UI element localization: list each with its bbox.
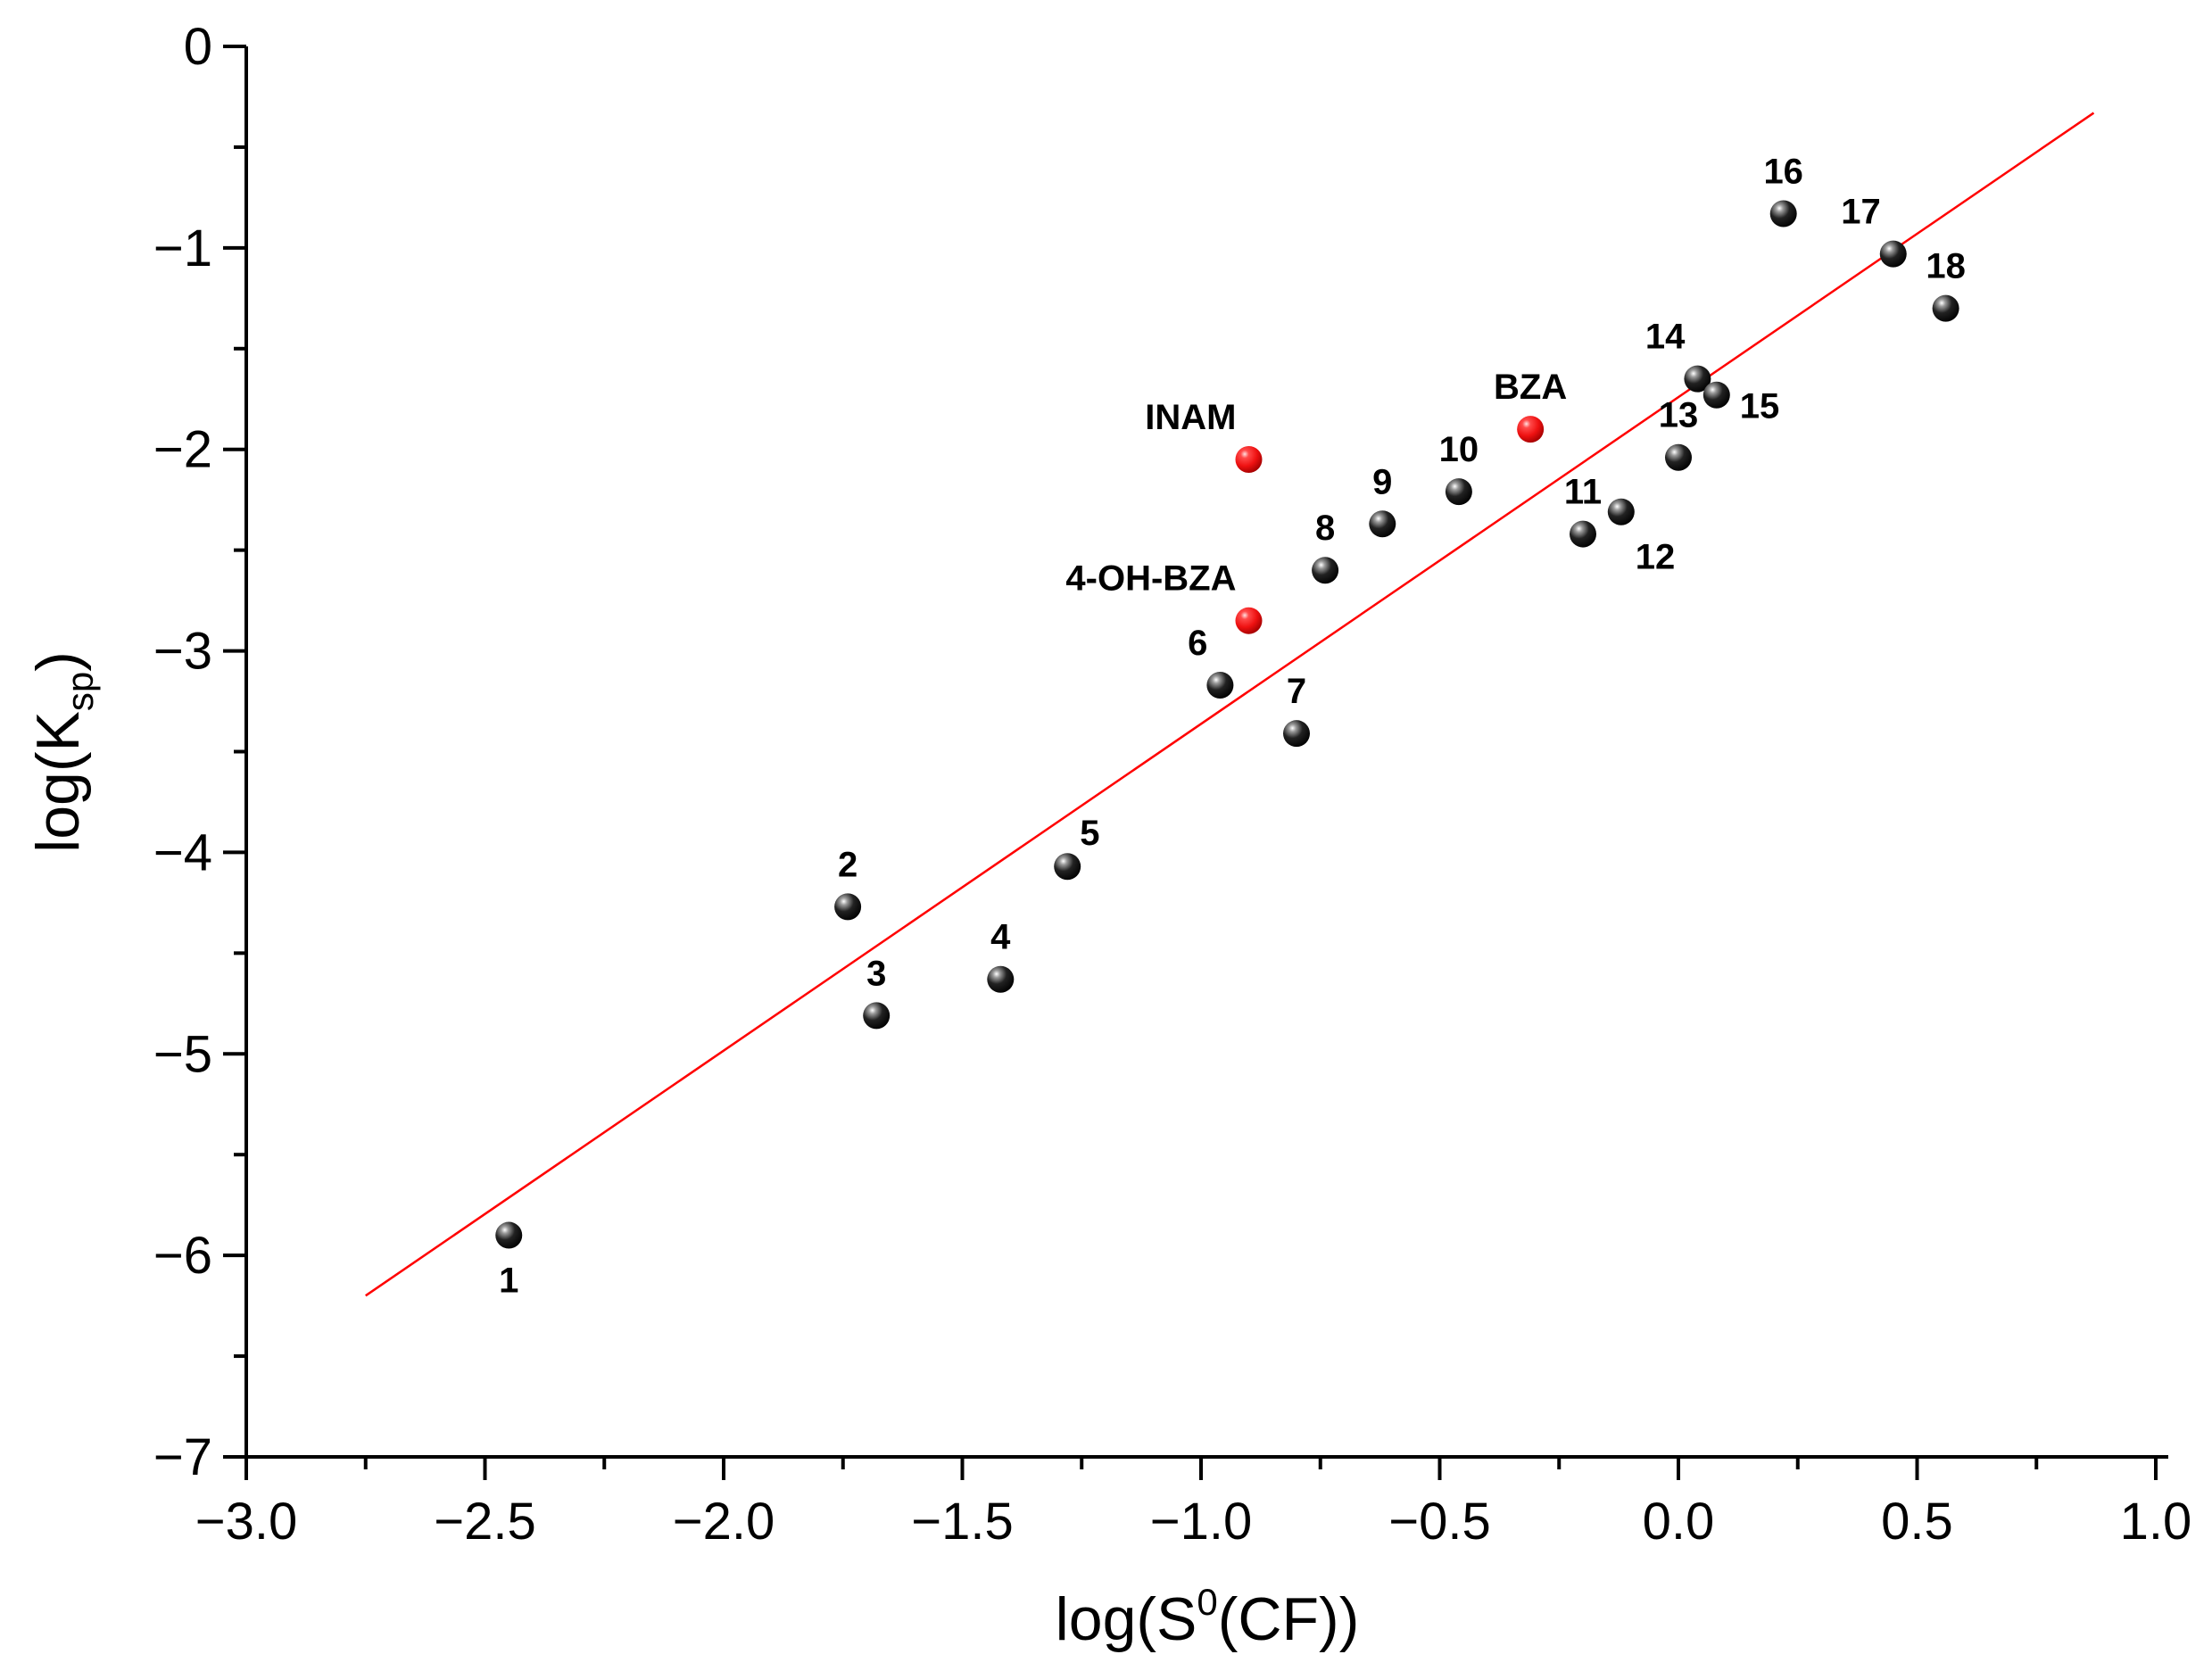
x-title-base: log(S <box>1056 1585 1197 1653</box>
data-point-12 <box>1607 498 1635 525</box>
data-point-18 <box>1932 294 1959 322</box>
x-tick-label: −0.5 <box>1388 1493 1491 1551</box>
data-point-bza <box>1517 416 1545 443</box>
data-point-11 <box>1570 520 1596 548</box>
x-axis-title: log(S0(CF)) <box>1056 1581 1360 1653</box>
x-tick-label: −1.5 <box>911 1493 1014 1551</box>
point-label-6: 6 <box>1188 624 1207 663</box>
point-labels: 123456789101112131415161718INAM4-OH-BZAB… <box>499 152 1966 1300</box>
y-tick-label: 0 <box>184 18 212 76</box>
y-title-base: log(K <box>24 711 92 853</box>
data-point-inam <box>1235 446 1263 474</box>
point-label-18: 18 <box>1926 247 1966 286</box>
y-axis-title: log(Ksp) <box>24 651 101 853</box>
x-ticks: −3.0 −2.5 −2.0 −1.5 −1.0 −0.5 0.0 0.5 1.0 <box>195 1457 2192 1551</box>
y-tick-label: −6 <box>153 1227 212 1285</box>
x-tick-label: 0.0 <box>1643 1493 1715 1551</box>
y-ticks: 0 −1 −2 −3 −4 −5 −6 −7 <box>153 18 246 1486</box>
data-point-10 <box>1445 478 1472 506</box>
data-point-7 <box>1283 720 1310 748</box>
y-title-sub: sp <box>59 672 101 711</box>
point-label-15: 15 <box>1740 387 1780 426</box>
fit-line <box>365 112 2095 1297</box>
point-label-3: 3 <box>866 954 886 993</box>
data-point-4-oh-bza <box>1235 607 1263 634</box>
y-tick-label: −1 <box>153 219 212 277</box>
x-tick-label: 0.5 <box>1881 1493 1953 1551</box>
x-tick-label: 1.0 <box>2120 1493 2192 1551</box>
point-label-4: 4 <box>990 918 1011 957</box>
y-tick-label: −4 <box>153 823 212 881</box>
point-label-11: 11 <box>1564 473 1602 512</box>
point-label-17: 17 <box>1841 193 1881 232</box>
point-label-inam: INAM <box>1145 398 1236 437</box>
data-point-15 <box>1702 381 1730 409</box>
data-point-13 <box>1665 443 1692 471</box>
axes: −3.0 −2.5 −2.0 −1.5 −1.0 −0.5 0.0 0.5 1.0 0 −1 −2 −… <box>153 18 2191 1551</box>
data-point-8 <box>1312 557 1339 584</box>
point-label-9: 9 <box>1372 462 1392 501</box>
x-title-rest: (CF)) <box>1218 1585 1360 1653</box>
data-point-9 <box>1369 510 1396 538</box>
x-title-sup: 0 <box>1197 1581 1217 1623</box>
data-point-3 <box>863 1002 891 1030</box>
point-label-13: 13 <box>1659 396 1699 435</box>
data-points <box>495 200 1959 1249</box>
x-tick-label: −2.5 <box>434 1493 536 1551</box>
data-point-14 <box>1684 365 1711 393</box>
point-label-16: 16 <box>1763 152 1803 191</box>
y-tick-label: −5 <box>153 1025 212 1083</box>
point-label-8: 8 <box>1315 509 1335 548</box>
data-point-6 <box>1206 671 1234 699</box>
x-tick-label: −3.0 <box>195 1493 298 1551</box>
data-point-4 <box>987 965 1015 993</box>
point-label-4-oh-bza: 4-OH-BZA <box>1065 559 1236 599</box>
point-label-14: 14 <box>1645 318 1686 357</box>
data-point-1 <box>495 1221 523 1249</box>
x-tick-label: −1.0 <box>1150 1493 1253 1551</box>
point-label-bza: BZA <box>1494 368 1567 407</box>
data-point-16 <box>1769 200 1797 227</box>
point-label-10: 10 <box>1439 430 1479 469</box>
point-label-1: 1 <box>499 1262 518 1301</box>
point-label-7: 7 <box>1287 672 1306 711</box>
x-tick-label: −2.0 <box>673 1493 775 1551</box>
point-label-2: 2 <box>838 845 857 884</box>
y-title-rest: ) <box>24 651 92 672</box>
point-label-5: 5 <box>1080 814 1099 853</box>
y-tick-label: −2 <box>153 421 212 479</box>
data-point-2 <box>834 893 862 921</box>
data-point-17 <box>1879 240 1907 268</box>
point-label-12: 12 <box>1636 538 1676 577</box>
fit-line-group <box>365 112 2095 1297</box>
y-tick-label: −7 <box>153 1428 212 1486</box>
data-point-5 <box>1054 853 1081 881</box>
y-tick-label: −3 <box>153 623 212 681</box>
